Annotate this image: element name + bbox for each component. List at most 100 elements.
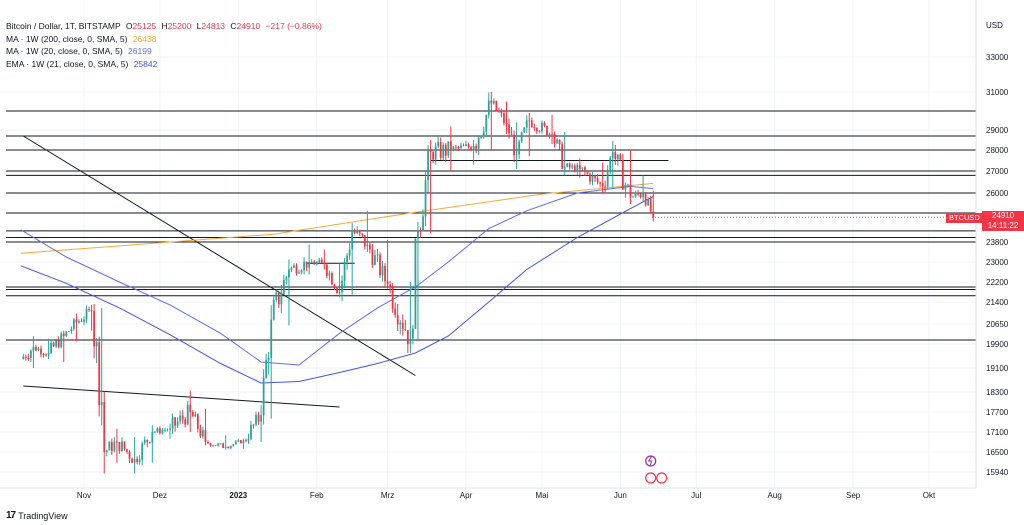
candle-body bbox=[133, 459, 136, 463]
candle-body bbox=[414, 238, 417, 329]
candle-body bbox=[295, 265, 298, 274]
candle-body bbox=[500, 111, 503, 114]
candle-body bbox=[546, 125, 548, 136]
candle-body bbox=[596, 177, 599, 183]
candle-body bbox=[153, 431, 156, 433]
y-tick-label: 20650 bbox=[986, 320, 1009, 329]
legend-ema21-row[interactable]: EMA · 1W (21, close, 0, SMA, 5) 25842 bbox=[6, 58, 322, 71]
candle-body bbox=[366, 244, 369, 247]
candle-body bbox=[563, 166, 566, 169]
tradingview-logo[interactable]: 17 TradingView bbox=[6, 510, 68, 521]
candle-body bbox=[85, 309, 88, 320]
candle-body bbox=[113, 441, 116, 452]
candle-body bbox=[356, 230, 359, 234]
candle-body bbox=[401, 322, 404, 329]
candle-body bbox=[143, 439, 146, 444]
candle-body bbox=[298, 272, 300, 274]
candle-body bbox=[535, 128, 538, 132]
candle-body bbox=[591, 175, 594, 182]
candle-body bbox=[477, 137, 480, 149]
candle-body bbox=[624, 184, 627, 190]
y-tick-label: 26000 bbox=[986, 189, 1009, 198]
candle-body bbox=[394, 308, 397, 316]
candle-body bbox=[146, 439, 149, 442]
candle-body bbox=[442, 144, 445, 158]
candle-body bbox=[262, 377, 265, 416]
candle-body bbox=[429, 149, 432, 153]
legend-high: 25200 bbox=[167, 21, 192, 31]
candle-body bbox=[250, 424, 252, 439]
candle-body bbox=[267, 357, 270, 360]
indicator-line bbox=[20, 182, 654, 254]
candle-body bbox=[541, 122, 543, 132]
candle-body bbox=[419, 230, 422, 232]
candle-body bbox=[434, 146, 437, 160]
candle-body bbox=[219, 443, 222, 445]
candle-body bbox=[351, 230, 354, 250]
candle-body bbox=[417, 230, 419, 239]
y-tick-label: 16500 bbox=[986, 448, 1009, 457]
candle-body bbox=[470, 147, 472, 151]
x-tick-label: Aug bbox=[768, 491, 782, 500]
candle-body bbox=[475, 146, 478, 149]
candle-body bbox=[305, 261, 308, 268]
legend-symbol-row: Bitcoin / Dollar, 1T, BITSTAMP O25125 H2… bbox=[6, 20, 322, 33]
legend-h-label: H bbox=[161, 21, 168, 31]
candle-body bbox=[217, 443, 219, 446]
candle-body bbox=[573, 165, 576, 172]
candle-body bbox=[439, 141, 442, 158]
candle-body bbox=[374, 255, 376, 265]
x-tick-label: Feb bbox=[310, 491, 324, 500]
candle-body bbox=[72, 319, 75, 330]
candle-body bbox=[169, 428, 171, 430]
candle-body bbox=[280, 294, 283, 305]
candle-body bbox=[561, 144, 564, 169]
candle-body bbox=[128, 451, 131, 459]
candle-body bbox=[609, 157, 612, 171]
candle-body bbox=[80, 321, 83, 322]
candle-body bbox=[422, 216, 424, 232]
candle-body bbox=[460, 145, 462, 149]
y-tick-label: 19100 bbox=[986, 364, 1009, 373]
tradingview-logo-icon: 17 bbox=[6, 510, 16, 521]
candle-body bbox=[619, 154, 622, 160]
candle-body bbox=[457, 146, 460, 149]
candle-body bbox=[391, 287, 394, 309]
candle-body bbox=[239, 440, 242, 444]
candle-body bbox=[376, 254, 379, 256]
candle-body bbox=[379, 254, 381, 276]
candle-body bbox=[303, 261, 306, 271]
candle-body bbox=[462, 145, 465, 147]
candle-body bbox=[325, 264, 328, 276]
y-tick-label: 17700 bbox=[986, 408, 1009, 417]
candle-body bbox=[389, 284, 392, 288]
legend-ema21-label: EMA · 1W (21, close, 0, SMA, 5) bbox=[6, 58, 129, 69]
y-tick-label: 22200 bbox=[986, 278, 1009, 287]
candle-body bbox=[404, 328, 407, 331]
candle-body bbox=[611, 152, 614, 158]
candle-body bbox=[584, 167, 586, 172]
candle-body bbox=[189, 404, 192, 412]
x-tick-label: Okt bbox=[923, 491, 936, 500]
candle-body bbox=[320, 259, 323, 263]
legend-ma20-label: MA · 1W (20, close, 0, SMA, 5) bbox=[6, 46, 123, 56]
candle-body bbox=[543, 122, 546, 126]
legend-ma20-row[interactable]: MA · 1W (20, close, 0, SMA, 5) 26199 bbox=[6, 45, 322, 58]
candle-body bbox=[70, 329, 73, 332]
candle-body bbox=[449, 141, 452, 150]
candle-body bbox=[108, 442, 111, 451]
candle-body bbox=[548, 133, 551, 136]
candle-body bbox=[27, 358, 30, 359]
candle-body bbox=[93, 310, 96, 347]
candle-body bbox=[115, 441, 118, 443]
candle-body bbox=[95, 342, 98, 347]
legend-ma200-row[interactable]: MA · 1W (200, close, 0, SMA, 5) 26438 bbox=[6, 33, 322, 46]
candle-body bbox=[265, 359, 268, 378]
y-tick-label: 31000 bbox=[986, 88, 1009, 97]
candle-body bbox=[288, 269, 290, 278]
candle-body bbox=[191, 412, 194, 417]
candle-body bbox=[194, 414, 197, 417]
legend-title: Bitcoin / Dollar, 1T, BITSTAMP bbox=[6, 21, 121, 31]
candle-body bbox=[47, 353, 50, 355]
